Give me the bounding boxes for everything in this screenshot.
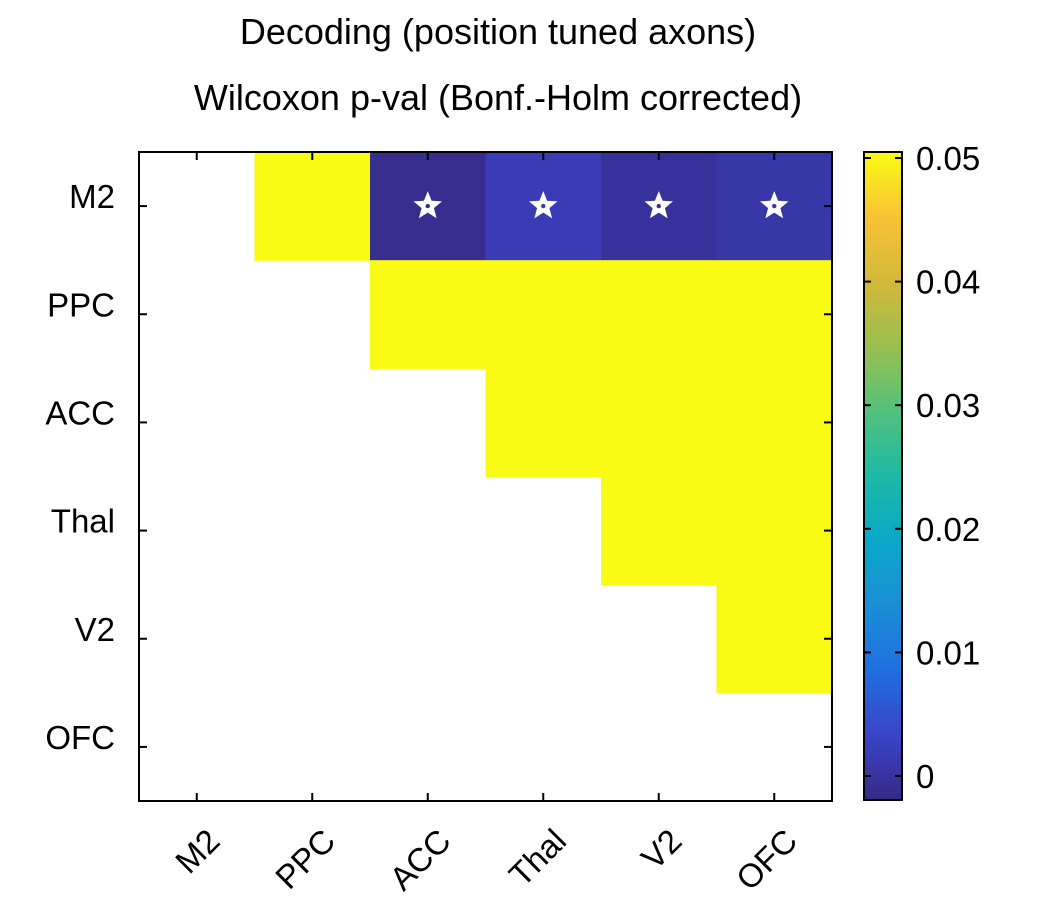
column-tick-label: PPC	[268, 822, 342, 896]
heatmap-cells	[254, 152, 833, 694]
heatmap-cell	[716, 260, 833, 369]
heatmap-cell	[370, 260, 487, 369]
colorbar-tick-label: 0.03	[916, 387, 980, 424]
heatmap-cell	[716, 584, 833, 694]
column-tick-label: M2	[168, 822, 227, 881]
row-tick-label: ACC	[45, 394, 115, 431]
heatmap-cell	[485, 368, 602, 478]
heatmap-cell	[716, 368, 833, 478]
column-tick-label: V2	[634, 822, 689, 877]
heatmap-axes	[138, 151, 833, 802]
star-icon	[760, 191, 789, 219]
column-tick-label: OFC	[729, 822, 804, 897]
heatmap-cell	[601, 260, 718, 369]
row-tick-label: M2	[69, 178, 115, 215]
star-icon	[529, 191, 558, 219]
plot-frame	[138, 151, 833, 802]
column-labels: M2 PPC ACC Thal V2 OFC	[168, 822, 804, 897]
heatmap-cell	[601, 368, 718, 478]
significance-markers	[413, 191, 789, 219]
heatmap-cell	[601, 476, 718, 586]
row-labels: M2 PPC ACC Thal V2 OFC	[45, 178, 115, 756]
row-tick-label: V2	[75, 611, 115, 648]
star-icon	[644, 191, 673, 219]
row-tick-label: PPC	[47, 286, 115, 323]
heatmap-cell	[716, 476, 833, 586]
colorbar-tick-label: 0.05	[916, 140, 980, 177]
colorbar	[863, 151, 903, 801]
colorbar-ticks: 0 0.01 0.02 0.03 0.04 0.05	[864, 140, 980, 795]
chart-title: Decoding (position tuned axons)	[240, 11, 756, 52]
heatmap-cell	[485, 260, 602, 369]
chart-subtitle: Wilcoxon p-val (Bonf.-Holm corrected)	[194, 77, 802, 118]
colorbar-tick-label: 0.02	[916, 511, 980, 548]
column-tick-label: Thal	[502, 822, 574, 894]
column-tick-label: ACC	[382, 822, 457, 897]
colorbar-tick-label: 0.04	[916, 264, 980, 301]
row-tick-label: OFC	[45, 719, 115, 756]
heatmap-cell	[254, 152, 371, 261]
star-icon	[413, 191, 442, 219]
colorbar-tick-label: 0.01	[916, 634, 980, 671]
colorbar-tick-label: 0	[916, 758, 934, 795]
row-tick-label: Thal	[51, 503, 115, 540]
